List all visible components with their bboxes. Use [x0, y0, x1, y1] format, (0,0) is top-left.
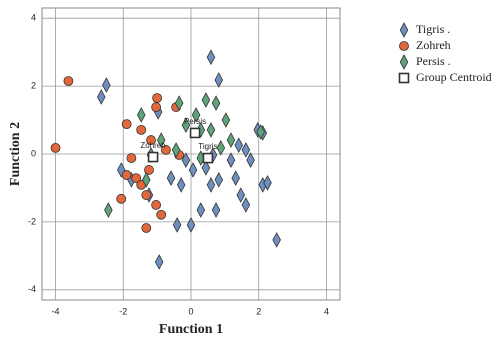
point [226, 152, 236, 168]
point [146, 135, 156, 145]
point [272, 232, 281, 248]
point [196, 122, 206, 138]
legend-marker [399, 41, 409, 51]
point [142, 171, 151, 188]
x-tick-label: 0 [188, 306, 193, 316]
point [102, 77, 111, 93]
point [214, 171, 224, 188]
centroid-label: Persis [184, 117, 206, 126]
y-axis-title: Function 2 [8, 122, 23, 186]
point [63, 76, 74, 86]
point [152, 93, 163, 103]
point [214, 72, 224, 88]
point [136, 107, 146, 123]
point [201, 160, 211, 176]
point [241, 197, 251, 213]
y-tick-label: 0 [31, 148, 36, 158]
point [166, 170, 176, 186]
point [211, 95, 221, 111]
point [121, 170, 132, 180]
point [151, 200, 162, 210]
point [241, 142, 251, 158]
point [221, 112, 231, 128]
point [156, 209, 167, 220]
point [126, 153, 137, 163]
point [176, 177, 186, 193]
x-axis-title: Function 1 [159, 322, 223, 337]
point [97, 89, 106, 105]
point [141, 190, 152, 200]
point [181, 117, 191, 133]
point [171, 142, 181, 158]
point [226, 132, 236, 148]
point [211, 202, 221, 218]
point [256, 124, 266, 140]
point [131, 173, 142, 184]
point [206, 177, 216, 193]
centroid-label: Tigris [198, 142, 217, 151]
point [196, 202, 206, 218]
centroid [202, 152, 214, 164]
centroid [189, 127, 201, 139]
point [116, 193, 127, 204]
point [216, 140, 226, 156]
point [206, 49, 216, 66]
y-tick-label: -2 [28, 216, 36, 226]
point [50, 142, 61, 153]
point [104, 202, 113, 218]
point [136, 124, 147, 135]
point [174, 95, 184, 111]
point [201, 92, 211, 108]
x-tick-label: 4 [324, 306, 329, 316]
point [186, 217, 196, 233]
point [151, 102, 162, 113]
legend-marker [399, 54, 409, 70]
point [263, 175, 272, 191]
centroid [147, 151, 159, 163]
point [144, 165, 154, 175]
y-tick-label: 2 [31, 80, 36, 90]
x-tick-label: -4 [52, 306, 60, 316]
point [234, 137, 244, 154]
legend-label: Tigris . [416, 22, 450, 36]
point [191, 107, 201, 123]
point [188, 162, 198, 178]
legend-label: Persis . [416, 54, 451, 68]
centroid-label: Zohreh [140, 141, 165, 150]
point [156, 132, 166, 148]
legend-label: Zohreh [416, 38, 451, 52]
point [161, 145, 171, 155]
legend-label: Group Centroid [416, 70, 492, 84]
point [116, 162, 126, 178]
point [206, 122, 216, 138]
point [246, 152, 255, 168]
y-tick-label: -4 [28, 284, 36, 294]
point [236, 187, 246, 203]
point [231, 170, 240, 186]
point [121, 119, 132, 130]
y-tick-label: 4 [31, 13, 36, 23]
point [141, 223, 152, 233]
point [154, 254, 164, 270]
legend-marker [398, 72, 410, 84]
point [172, 217, 182, 233]
x-tick-label: 2 [256, 306, 261, 316]
point [181, 152, 191, 168]
legend-marker [399, 22, 409, 38]
x-tick-label: -2 [119, 306, 127, 316]
